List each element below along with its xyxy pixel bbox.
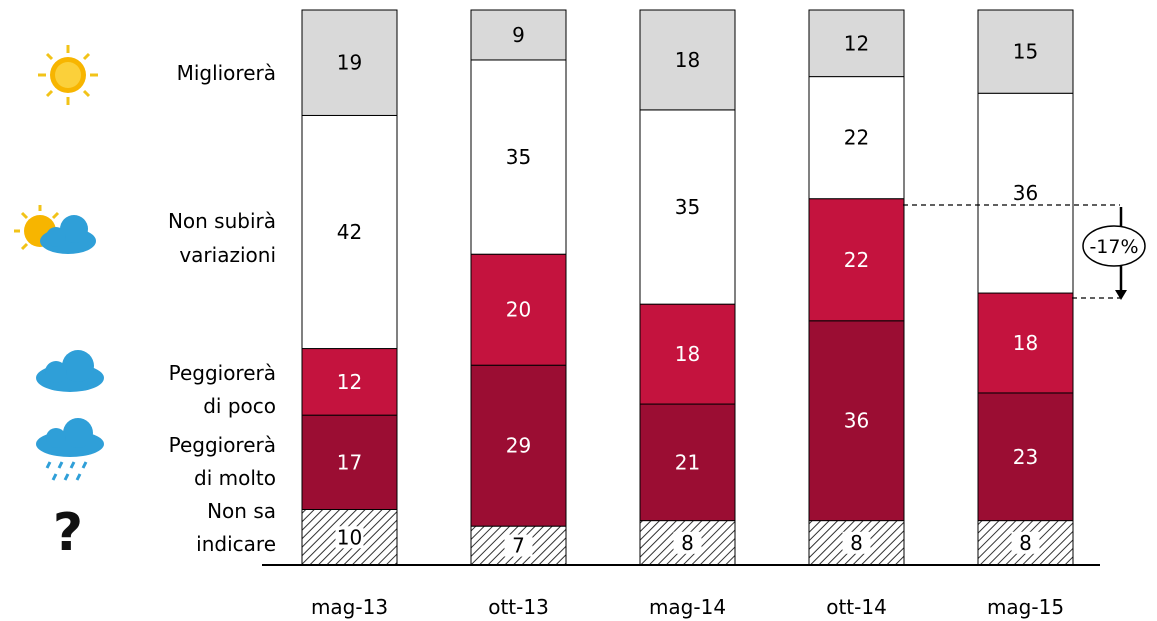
bar-segment bbox=[301, 114, 398, 350]
legend-label: Non sa bbox=[207, 499, 276, 523]
data-label: 21 bbox=[675, 450, 700, 474]
legend-label: Migliorerà bbox=[177, 61, 276, 85]
bar-segment bbox=[808, 198, 905, 322]
data-label: 17 bbox=[337, 450, 362, 474]
data-label: 18 bbox=[1013, 331, 1038, 355]
bar-segment bbox=[639, 9, 736, 111]
legend-label: Non subirà bbox=[168, 209, 276, 233]
cloud-icon bbox=[36, 350, 104, 392]
x-axis-labels: mag-13 ott-13 mag-14 ott-14 mag-15 bbox=[311, 595, 1064, 619]
data-label: 8 bbox=[1019, 531, 1032, 555]
legend-label: variazioni bbox=[179, 243, 276, 267]
data-label: 35 bbox=[675, 195, 700, 219]
data-label: 18 bbox=[675, 342, 700, 366]
bar-segment bbox=[301, 414, 398, 510]
legend-label: indicare bbox=[196, 532, 276, 556]
bar-segment bbox=[301, 348, 398, 416]
data-label-background bbox=[335, 526, 364, 549]
data-label: 36 bbox=[1013, 181, 1038, 205]
legend-label: di molto bbox=[194, 466, 276, 490]
x-tick-label: ott-13 bbox=[488, 595, 549, 619]
question-mark-icon: ? bbox=[53, 503, 83, 563]
data-label: 9 bbox=[512, 23, 525, 47]
data-label: 36 bbox=[844, 409, 869, 433]
annotation-text: -17% bbox=[1089, 236, 1138, 258]
sun-cloud-icon bbox=[14, 205, 96, 254]
data-label: 23 bbox=[1013, 445, 1038, 469]
bar-segment bbox=[470, 253, 567, 366]
data-label: 7 bbox=[512, 534, 525, 558]
bar-segment bbox=[470, 9, 567, 61]
data-label: 22 bbox=[844, 248, 869, 272]
x-tick-label: mag-15 bbox=[987, 595, 1064, 619]
x-tick-label: mag-14 bbox=[649, 595, 726, 619]
data-label: 18 bbox=[675, 48, 700, 72]
data-label: 8 bbox=[681, 531, 694, 555]
bar-segment bbox=[470, 364, 567, 527]
data-label-background bbox=[504, 534, 533, 557]
annotation-arrowhead bbox=[1115, 290, 1127, 300]
annotation-bubble bbox=[1082, 225, 1146, 267]
bar-segment bbox=[639, 109, 736, 305]
legend-label: di poco bbox=[203, 394, 276, 418]
data-label-background bbox=[1011, 531, 1040, 554]
legend-label: Peggiorerà bbox=[169, 361, 276, 385]
bar-segment bbox=[639, 403, 736, 522]
rain-cloud-icon bbox=[36, 418, 104, 481]
bar-segment bbox=[977, 92, 1074, 294]
data-label: 12 bbox=[844, 31, 869, 55]
bar-segment bbox=[808, 9, 905, 78]
bar-segment bbox=[470, 59, 567, 255]
data-label: 29 bbox=[506, 434, 531, 458]
data-label: 15 bbox=[1013, 40, 1038, 64]
bar-segment bbox=[808, 320, 905, 522]
data-label: 12 bbox=[337, 370, 362, 394]
bars: 10 17 12 42 19 7 29 20 35 9 8 21 18 35 18 8 36 22 22 12 8 23 1… bbox=[301, 9, 1074, 566]
legend-label: Peggiorerà bbox=[169, 433, 276, 457]
data-label: 42 bbox=[337, 220, 362, 244]
data-label: 10 bbox=[337, 525, 362, 549]
data-label: 19 bbox=[337, 51, 362, 75]
bar-segment bbox=[301, 9, 398, 116]
bar-segment bbox=[808, 76, 905, 200]
data-label: 8 bbox=[850, 531, 863, 555]
data-label-background bbox=[673, 531, 702, 554]
bar-segment bbox=[977, 9, 1074, 94]
data-label-background bbox=[842, 531, 871, 554]
x-tick-label: mag-13 bbox=[311, 595, 388, 619]
x-tick-label: ott-14 bbox=[826, 595, 887, 619]
data-label: 20 bbox=[506, 298, 531, 322]
data-label: 35 bbox=[506, 145, 531, 169]
legend: Migliorerà Non subirà variazioni Peggiorerà… bbox=[168, 61, 276, 556]
data-label: 22 bbox=[844, 126, 869, 150]
svg-text:?: ? bbox=[53, 503, 83, 563]
change-annotation: -17% bbox=[903, 204, 1146, 300]
sun-icon bbox=[38, 45, 98, 105]
